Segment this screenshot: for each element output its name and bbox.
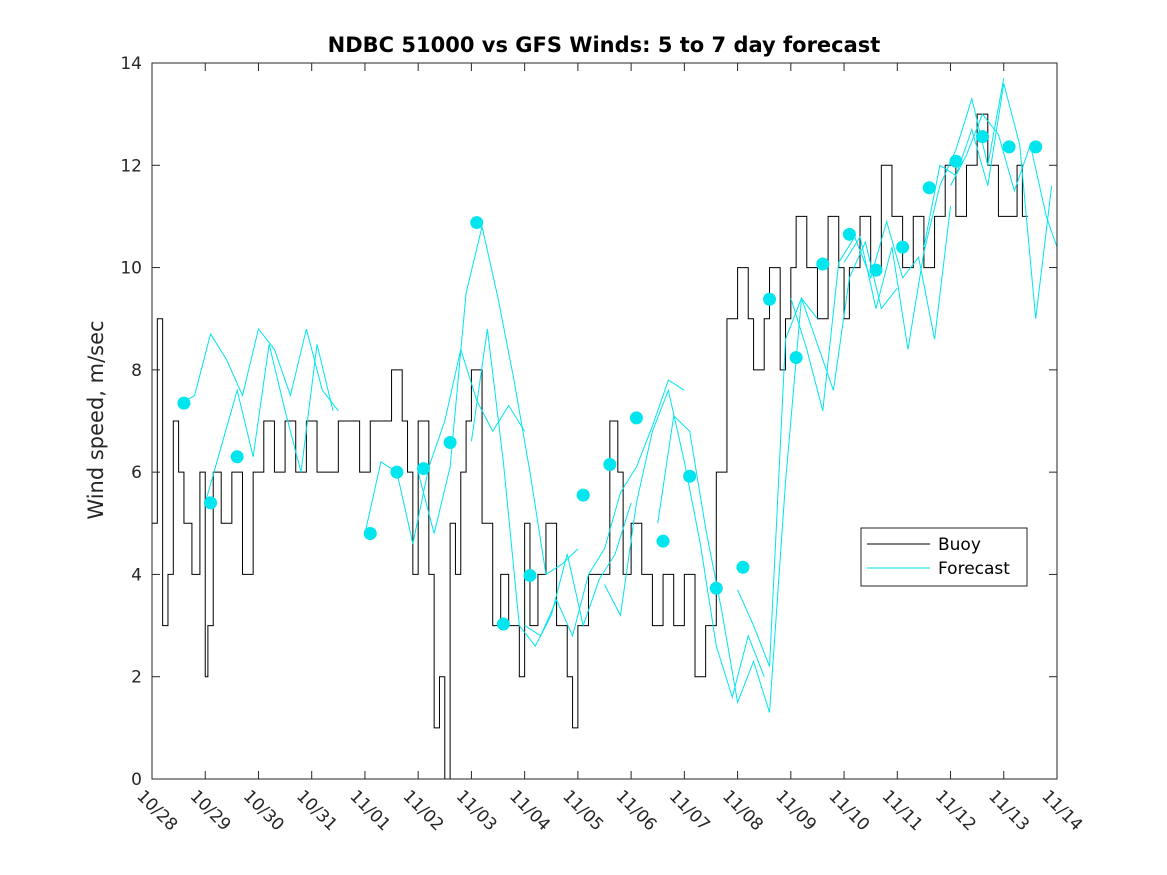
forecast-point xyxy=(1002,140,1016,154)
forecast-point xyxy=(975,130,989,144)
series-line-forecast-7 xyxy=(604,388,765,699)
forecast-point xyxy=(496,617,510,631)
forecast-point xyxy=(789,351,803,365)
legend-forecast-label: Forecast xyxy=(938,559,1010,579)
y-tick-label: 4 xyxy=(131,565,142,585)
series-line-forecast-8 xyxy=(657,296,818,713)
plot-frame xyxy=(151,62,1058,780)
y-axis: 0 2 4 6 8 10 12 14 xyxy=(120,54,1057,790)
forecast-point xyxy=(736,560,750,574)
series-line-forecast-6 xyxy=(524,379,685,638)
plot-background xyxy=(152,63,1057,779)
forecast-point xyxy=(842,227,856,241)
forecast-point xyxy=(683,469,697,483)
y-tick-label: 8 xyxy=(131,361,142,381)
forecast-point xyxy=(896,240,910,254)
forecast-point xyxy=(709,581,723,595)
forecast-point xyxy=(816,257,830,271)
series-line-forecast-2 xyxy=(204,344,334,503)
forecast-point xyxy=(523,568,537,582)
series-line-forecast-11 xyxy=(843,78,1005,350)
y-axis-label: Wind speed, m/sec xyxy=(84,320,108,519)
series-line-buoy xyxy=(152,113,1028,780)
series-line-forecast-13 xyxy=(950,113,1058,248)
y-tick-label: 12 xyxy=(120,156,142,176)
y-tick-label: 0 xyxy=(131,770,142,790)
forecast-point xyxy=(949,154,963,168)
chart-title: NDBC 51000 vs GFS Winds: 5 to 7 day fore… xyxy=(328,33,881,57)
forecast-point xyxy=(869,263,883,277)
forecast-point xyxy=(576,488,590,502)
forecast-point xyxy=(603,457,617,471)
series-line-forecast-9 xyxy=(737,240,898,667)
series-layer xyxy=(152,78,1058,780)
forecast-point xyxy=(390,465,404,479)
forecast-point xyxy=(470,216,484,230)
series-line-forecast-4 xyxy=(417,226,579,576)
legend: Buoy Forecast xyxy=(860,527,1028,587)
series-line-forecast-12 xyxy=(923,83,1053,319)
forecast-point xyxy=(363,527,377,541)
plot-area xyxy=(151,62,1058,780)
legend-box xyxy=(860,527,1028,587)
forecast-point xyxy=(230,450,244,464)
forecast-point xyxy=(1029,140,1043,154)
forecast-point xyxy=(763,292,777,306)
forecast-point xyxy=(417,462,430,476)
forecast-point xyxy=(629,411,643,425)
forecast-point xyxy=(177,396,191,410)
y-tick-label: 2 xyxy=(131,668,142,688)
series-line-forecast-1 xyxy=(178,327,339,412)
series-line-forecast-10 xyxy=(790,206,952,411)
legend-buoy-label: Buoy xyxy=(938,535,981,555)
y-tick-label: 14 xyxy=(120,54,142,74)
forecast-point xyxy=(443,435,457,449)
marker-layer xyxy=(177,130,1043,631)
y-tick-label: 10 xyxy=(120,259,142,279)
forecast-point xyxy=(656,534,670,548)
forecast-point xyxy=(204,496,218,510)
forecast-point xyxy=(922,181,936,195)
y-tick-label: 6 xyxy=(131,463,142,483)
series-line-forecast-5 xyxy=(470,328,632,647)
